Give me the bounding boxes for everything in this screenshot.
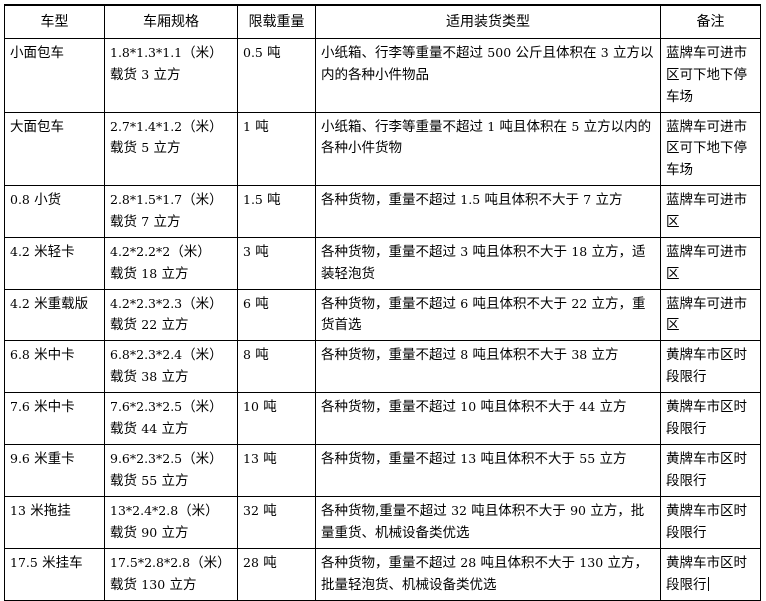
cell-remark: 黄牌车市区时段限行: [660, 548, 761, 601]
cell-cabin-spec: 6.8*2.3*2.4（米） 载货 38 立方: [104, 340, 238, 394]
cell-remark: 黄牌车市区时段限行: [660, 496, 761, 550]
cell-vehicle-type: 4.2 米轻卡: [4, 236, 105, 290]
table-row: 大面包车 2.7*1.4*1.2（米） 载货 5 立方 1 吨小纸箱、行李等重量不超过…: [4, 111, 761, 187]
cell-remark: 蓝牌车可进市区: [660, 236, 761, 290]
cell-load-limit: 8 吨: [237, 340, 316, 394]
column-header-load-limit: 限载重量: [237, 4, 316, 39]
cell-vehicle-type: 13 米拖挂: [4, 496, 105, 550]
table-row: 6.8 米中卡 6.8*2.3*2.4（米） 载货 38 立方 8 吨各种货物，重量不…: [4, 340, 761, 394]
table-row: 13 米拖挂 13*2.4*2.8（米） 载货 90 立方 32 吨各种货物,重量不超…: [4, 496, 761, 550]
cell-remark: 蓝牌车可进市区: [660, 185, 761, 238]
cell-vehicle-type: 17.5 米挂车: [4, 548, 105, 601]
column-header-remark: 备注: [660, 4, 761, 39]
cell-cargo-type: 各种货物,重量不超过 32 吨且体积不大于 90 立方，批量重货、机械设备类优选: [315, 496, 661, 550]
cell-remark: 蓝牌车可进市区可下地下停车场: [660, 38, 761, 113]
cell-vehicle-type: 小面包车: [4, 38, 105, 113]
cell-cabin-spec: 9.6*2.3*2.5（米） 载货 55 立方: [104, 444, 238, 498]
cell-cargo-type: 各种货物，重量不超过 13 吨且体积不大于 55 立方: [315, 444, 661, 498]
cell-load-limit: 1 吨: [237, 111, 316, 187]
cell-remark: 黄牌车市区时段限行: [660, 340, 761, 394]
table-header: 车型 车厢规格 限载重量 适用装货类型 备注: [4, 4, 761, 39]
cell-load-limit: 10 吨: [237, 392, 316, 446]
cell-load-limit: 1.5 吨: [237, 185, 316, 238]
table-row: 0.8 小货 2.8*1.5*1.7（米） 载货 7 立方 1.5 吨各种货物，重量不…: [4, 185, 761, 238]
table-row: 小面包车 1.8*1.3*1.1（米） 载货 3 立方 0.5 吨小纸箱、行李等重量不…: [4, 38, 761, 113]
cell-cabin-spec: 4.2*2.2*2（米） 载货 18 立方: [104, 236, 238, 290]
cell-cargo-type: 各种货物，重量不超过 1.5 吨且体积不大于 7 立方: [315, 185, 661, 238]
cell-cargo-type: 各种货物，重量不超过 8 吨且体积不大于 38 立方: [315, 340, 661, 394]
cell-vehicle-type: 7.6 米中卡: [4, 392, 105, 446]
text-cursor: [707, 576, 709, 591]
column-header-cabin-spec: 车厢规格: [104, 4, 238, 39]
table-row: 7.6 米中卡 7.6*2.3*2.5（米） 载货 44 立方 10 吨各种货物，重量…: [4, 392, 761, 446]
table-body: 小面包车 1.8*1.3*1.1（米） 载货 3 立方 0.5 吨小纸箱、行李等重量不…: [4, 38, 761, 601]
cell-vehicle-type: 4.2 米重载版: [4, 288, 105, 342]
cell-remark: 蓝牌车可进市区: [660, 288, 761, 342]
cell-cargo-type: 各种货物，重量不超过 6 吨且体积不大于 22 立方，重货首选: [315, 288, 661, 342]
column-header-cargo-type: 适用装货类型: [315, 4, 661, 39]
cell-load-limit: 13 吨: [237, 444, 316, 498]
vehicle-spec-table-container: 车型 车厢规格 限载重量 适用装货类型 备注 小面包车 1.8*1.3*1.1（米…: [4, 4, 761, 601]
cell-load-limit: 6 吨: [237, 288, 316, 342]
cell-cargo-type: 各种货物，重量不超过 10 吨且体积不大于 44 立方: [315, 392, 661, 446]
cell-vehicle-type: 9.6 米重卡: [4, 444, 105, 498]
vehicle-spec-table: 车型 车厢规格 限载重量 适用装货类型 备注 小面包车 1.8*1.3*1.1（米…: [4, 4, 761, 601]
cell-cargo-type: 小纸箱、行李等重量不超过 500 公斤且体积在 3 立方以内的各种小件物品: [315, 38, 661, 113]
table-row: 9.6 米重卡 9.6*2.3*2.5（米） 载货 55 立方 13 吨各种货物，重量…: [4, 444, 761, 498]
table-row: 17.5 米挂车 17.5*2.8*2.8（米） 载货 130 立方 28 吨各种货物…: [4, 548, 761, 601]
table-header-row: 车型 车厢规格 限载重量 适用装货类型 备注: [4, 4, 761, 39]
cell-vehicle-type: 6.8 米中卡: [4, 340, 105, 394]
cell-remark: 黄牌车市区时段限行: [660, 444, 761, 498]
cell-load-limit: 3 吨: [237, 236, 316, 290]
cell-cabin-spec: 1.8*1.3*1.1（米） 载货 3 立方: [104, 38, 238, 113]
cell-cabin-spec: 4.2*2.3*2.3（米） 载货 22 立方: [104, 288, 238, 342]
cell-cabin-spec: 7.6*2.3*2.5（米） 载货 44 立方: [104, 392, 238, 446]
cell-cargo-type: 小纸箱、行李等重量不超过 1 吨且体积在 5 立方以内的各种小件货物: [315, 111, 661, 187]
cell-remark: 蓝牌车可进市区可下地下停车场: [660, 111, 761, 187]
cell-vehicle-type: 大面包车: [4, 111, 105, 187]
table-row: 4.2 米轻卡 4.2*2.2*2（米） 载货 18 立方 3 吨各种货物，重量不超过…: [4, 236, 761, 290]
cell-cabin-spec: 13*2.4*2.8（米） 载货 90 立方: [104, 496, 238, 550]
cell-cargo-type: 各种货物，重量不超过 28 吨且体积不大于 130 立方，批量轻泡货、机械设备类…: [315, 548, 661, 601]
cell-vehicle-type: 0.8 小货: [4, 185, 105, 238]
cell-cargo-type: 各种货物，重量不超过 3 吨且体积不大于 18 立方，适装轻泡货: [315, 236, 661, 290]
table-row: 4.2 米重载版 4.2*2.3*2.3（米） 载货 22 立方 6 吨各种货物，重量…: [4, 288, 761, 342]
cell-cabin-spec: 17.5*2.8*2.8（米） 载货 130 立方: [104, 548, 238, 601]
cell-cabin-spec: 2.7*1.4*1.2（米） 载货 5 立方: [104, 111, 238, 187]
cell-remark: 黄牌车市区时段限行: [660, 392, 761, 446]
cell-load-limit: 0.5 吨: [237, 38, 316, 113]
cell-cabin-spec: 2.8*1.5*1.7（米） 载货 7 立方: [104, 185, 238, 238]
column-header-vehicle-type: 车型: [4, 4, 105, 39]
cell-load-limit: 28 吨: [237, 548, 316, 601]
cell-load-limit: 32 吨: [237, 496, 316, 550]
